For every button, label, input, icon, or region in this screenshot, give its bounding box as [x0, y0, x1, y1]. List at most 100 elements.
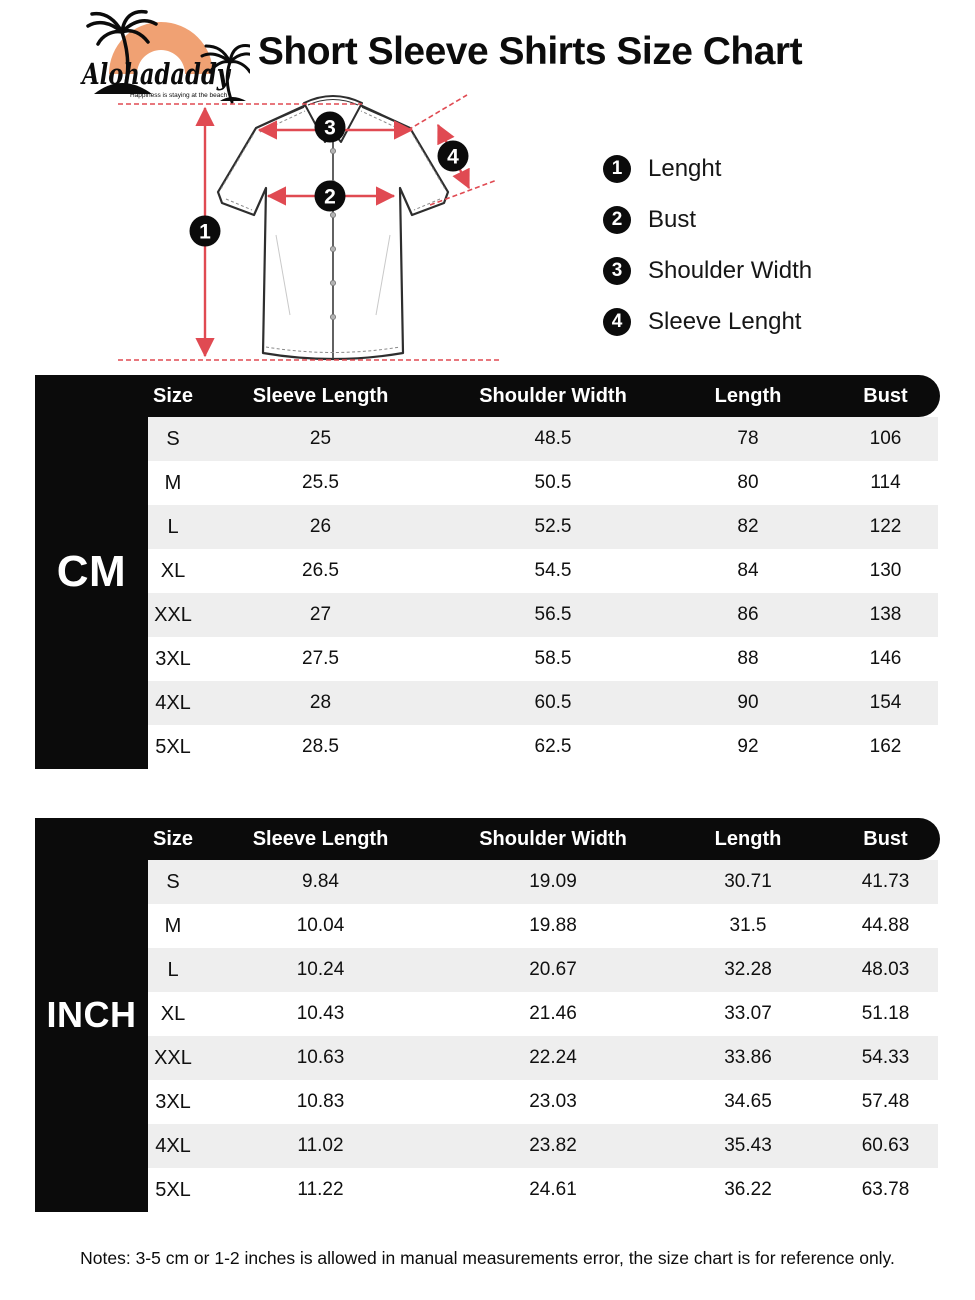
legend-item: 1 Lenght: [603, 143, 812, 194]
table-rows-cm: S 25 48.5 78 106 M 25.5 50.5 80 114 L 26…: [148, 417, 938, 769]
badge-1-number: 1: [199, 221, 211, 244]
cell-bust: 146: [869, 648, 902, 669]
column-header: Size: [152, 827, 194, 850]
legend-number-badge-icon: 3: [603, 256, 631, 285]
cell-bust: 60.63: [861, 1135, 910, 1156]
cell-length: 31.5: [729, 915, 767, 936]
badge-3-number: 3: [324, 117, 336, 140]
cell-sleeve-length: 26: [309, 516, 332, 537]
table-rows-inch: S 9.84 19.09 30.71 41.73 M 10.04 19.88 3…: [148, 860, 938, 1212]
cell-length: 80: [737, 472, 759, 493]
legend-label: Lenght: [648, 154, 722, 182]
cell-size: 5XL: [155, 1178, 191, 1201]
measurement-legend: 1 Lenght 2 Bust 3 Shoulder Width 4 Sleev…: [603, 143, 812, 347]
cell-sleeve-length: 10.83: [296, 1091, 345, 1112]
table-row: 5XL 11.22 24.61 36.22 63.78: [148, 1168, 938, 1212]
table-row: S 9.84 19.09 30.71 41.73: [148, 860, 938, 904]
table-row: XL 10.43 21.46 33.07 51.18: [148, 992, 938, 1036]
cell-bust: 122: [869, 516, 902, 537]
cell-shoulder-width: 50.5: [534, 472, 572, 493]
column-header: Sleeve Length: [252, 827, 389, 850]
cell-length: 30.71: [724, 871, 772, 892]
table-row: M 25.5 50.5 80 114: [148, 461, 938, 505]
cell-sleeve-length: 25.5: [302, 472, 339, 493]
table-row: 5XL 28.5 62.5 92 162: [148, 725, 938, 769]
cell-size: 4XL: [155, 691, 191, 714]
cell-bust: 48.03: [861, 959, 910, 980]
cell-bust: 114: [870, 472, 901, 493]
island-small-icon: [220, 97, 246, 101]
legend-item: 2 Bust: [603, 194, 812, 245]
cell-bust: 41.73: [861, 871, 910, 892]
cell-bust: 54.33: [861, 1047, 910, 1068]
cell-bust: 51.18: [861, 1003, 910, 1024]
cell-size: 3XL: [155, 647, 191, 670]
cell-sleeve-length: 10.24: [296, 959, 345, 980]
brand-logo: Alohadaddy Happiness is staying at the b…: [80, 8, 260, 104]
cell-sleeve-length: 10.43: [296, 1003, 345, 1024]
table-row: 4XL 11.02 23.82 35.43 60.63: [148, 1124, 938, 1168]
cell-shoulder-width: 60.5: [534, 692, 572, 713]
badge-3-icon: [314, 111, 346, 143]
sleeve-extension-top: [407, 94, 468, 131]
cell-shoulder-width: 20.67: [529, 959, 577, 980]
legend-item: 3 Shoulder Width: [603, 245, 812, 296]
cell-sleeve-length: 27: [309, 604, 332, 625]
cell-size: S: [166, 427, 180, 450]
cell-length: 33.86: [724, 1047, 772, 1068]
cell-size: XXL: [154, 603, 192, 626]
cell-sleeve-length: 11.22: [297, 1179, 344, 1200]
cell-length: 36.22: [724, 1179, 772, 1200]
cell-shoulder-width: 52.5: [534, 516, 572, 537]
cell-shoulder-width: 19.09: [529, 871, 577, 892]
cell-bust: 44.88: [861, 915, 910, 936]
cell-size: M: [164, 471, 182, 494]
table-row: L 26 52.5 82 122: [148, 505, 938, 549]
table-row: M 10.04 19.88 31.5 44.88: [148, 904, 938, 948]
column-header: Bust: [863, 827, 908, 850]
legend-number-badge-icon: 2: [603, 205, 631, 234]
legend-label: Shoulder Width: [648, 256, 813, 284]
cell-length: 78: [737, 428, 759, 449]
size-table-inch: INCH Size Sleeve Length Shoulder Width Leng…: [35, 818, 940, 1212]
cell-length: 33.07: [724, 1003, 772, 1024]
cell-size: L: [167, 515, 179, 538]
table-row: 4XL 28 60.5 90 154: [148, 681, 938, 725]
table-row: 3XL 27.5 58.5 88 146: [148, 637, 938, 681]
cell-bust: 154: [869, 692, 902, 713]
palm-sun-logo-icon: Alohadaddy Happiness is staying at the b…: [80, 9, 260, 104]
sun-arch-icon: [109, 22, 213, 74]
cell-size: XXL: [154, 1046, 192, 1069]
cell-sleeve-length: 10.63: [296, 1047, 345, 1068]
cell-sleeve-length: 28.5: [302, 736, 339, 757]
cell-size: L: [167, 958, 179, 981]
table-row: XL 26.5 54.5 84 130: [148, 549, 938, 593]
cell-sleeve-length: 10.04: [296, 915, 345, 936]
cell-length: 86: [737, 604, 759, 625]
page-title: Short Sleeve Shirts Size Chart: [257, 30, 803, 73]
sleeve-extension-bottom: [429, 179, 498, 206]
cell-size: XL: [160, 559, 186, 582]
cell-sleeve-length: 27.5: [302, 648, 339, 669]
legend-number-badge-icon: 4: [603, 307, 631, 336]
cell-size: 3XL: [155, 1090, 191, 1113]
table-row: XXL 10.63 22.24 33.86 54.33: [148, 1036, 938, 1080]
cell-bust: 138: [869, 604, 902, 625]
cell-size: S: [166, 870, 180, 893]
table-row: S 25 48.5 78 106: [148, 417, 938, 461]
badge-2-icon: [314, 180, 346, 212]
cell-sleeve-length: 28: [309, 692, 332, 713]
table-row: XXL 27 56.5 86 138: [148, 593, 938, 637]
cell-shoulder-width: 23.82: [529, 1135, 577, 1156]
cell-length: 88: [737, 648, 759, 669]
table-header-inch: Size Sleeve Length Shoulder Width Length Bus…: [35, 818, 940, 860]
legend-item: 4 Sleeve Lenght: [603, 296, 812, 347]
cell-bust: 57.48: [861, 1091, 910, 1112]
column-header: Sleeve Length: [252, 384, 389, 407]
column-header: Length: [714, 827, 782, 850]
cell-bust: 106: [869, 428, 902, 449]
table-row: L 10.24 20.67 32.28 48.03: [148, 948, 938, 992]
column-header: Size: [152, 384, 194, 407]
cell-bust: 130: [869, 560, 902, 581]
badge-1-icon: [189, 215, 221, 247]
